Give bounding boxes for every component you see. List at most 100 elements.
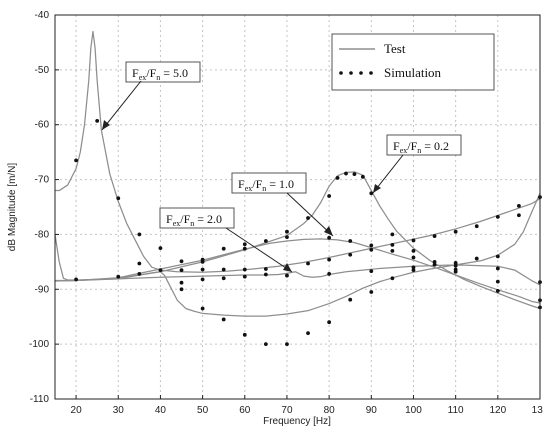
annotation-box <box>231 172 307 194</box>
x-tick-label: 90 <box>366 405 378 416</box>
annotation-label: Fex/Fn = 5.0 <box>132 66 188 82</box>
simulation-point <box>221 276 226 281</box>
simulation-point <box>369 290 374 294</box>
simulation-point <box>263 267 268 271</box>
simulation-point <box>306 261 310 266</box>
legend-dot <box>359 71 363 75</box>
simulation-point <box>411 265 416 270</box>
simulation-point <box>200 306 205 311</box>
annotation-label: Fex/Fn = 0.2 <box>393 139 449 155</box>
simulation-point <box>453 261 458 265</box>
simulation-point <box>327 320 332 325</box>
simulation-point <box>285 273 289 278</box>
annotation-box <box>159 207 235 229</box>
series-layer <box>54 30 541 317</box>
simulation-point <box>432 234 437 238</box>
simulation-point <box>432 259 437 264</box>
y-tick-label: -80 <box>35 229 50 240</box>
simulation-point <box>179 259 184 264</box>
simulation-point <box>495 279 500 284</box>
y-tick-label: -40 <box>35 10 50 21</box>
y-tick-label: -90 <box>35 284 50 295</box>
annotation-fexfn-5: Fex/Fn = 5.0 <box>101 61 201 131</box>
annotation-arrowhead <box>283 263 292 272</box>
y-tick-label: -50 <box>35 65 50 76</box>
legend-frame <box>331 33 495 91</box>
x-tick-label: 130 <box>532 405 543 416</box>
legend-test-label: Test <box>384 41 406 56</box>
simulation-point <box>360 174 365 179</box>
simulation-point <box>327 257 332 262</box>
x-tick-label: 30 <box>113 405 125 416</box>
simulation-point <box>495 214 500 219</box>
simulation-point <box>306 216 310 220</box>
simulation-point <box>179 287 184 292</box>
simulation-point <box>285 235 289 240</box>
simulation-point <box>411 268 416 272</box>
simulation-point <box>327 272 332 276</box>
legend-simulation-label: Simulation <box>384 65 442 80</box>
y-tick-label: -110 <box>30 394 50 405</box>
x-tick-label: 120 <box>489 405 506 416</box>
simulation-point <box>242 332 247 337</box>
simulation-point <box>242 246 247 251</box>
simulation-point <box>74 277 78 282</box>
annotation-arrowhead <box>373 184 381 193</box>
y-tick-label: -70 <box>35 175 50 186</box>
plot-frame <box>54 14 541 400</box>
simulation-point <box>242 242 247 247</box>
simulation-point <box>369 243 374 248</box>
simulation-point <box>242 267 247 272</box>
simulation-point <box>344 171 348 176</box>
y-axis-label: dB Magnitude [m/N] <box>7 163 18 252</box>
y-tick-label: -100 <box>29 339 49 350</box>
annotation-fexfn-02: Fex/Fn = 0.2 <box>372 134 462 194</box>
simulation-point <box>411 255 416 260</box>
simulation-point <box>137 272 142 276</box>
legend-box: Test Simulation <box>331 33 495 91</box>
simulation-point <box>263 342 268 347</box>
simulation-point <box>432 262 437 267</box>
simulation-point <box>352 172 357 176</box>
simulation-point <box>474 256 479 261</box>
simulation-point <box>95 118 100 123</box>
annotation-arrowhead <box>102 120 110 130</box>
simulation-point <box>453 263 458 268</box>
simulation-point <box>495 289 500 293</box>
simulation-point <box>263 239 268 243</box>
simulation-point <box>221 246 226 251</box>
y-tick-label: -60 <box>35 120 50 131</box>
annotation-label: Fex/Fn = 2.0 <box>166 212 222 228</box>
simulation-point <box>369 269 374 274</box>
annotation-arrow-line <box>101 80 142 131</box>
annotation-label: Fex/Fn = 1.0 <box>238 177 294 193</box>
simulation-point <box>348 297 353 302</box>
simulation-point <box>495 266 500 271</box>
simulation-point <box>517 204 521 208</box>
simulation-point <box>116 274 121 279</box>
simulation-point <box>179 268 184 272</box>
simulation-point <box>137 261 142 266</box>
simulation-point <box>390 276 395 281</box>
simulation-point <box>369 247 374 252</box>
annotation-arrow-line <box>286 192 334 237</box>
x-tick-label: 50 <box>197 405 209 416</box>
simulation-point <box>306 331 310 336</box>
annotation-box <box>125 61 201 83</box>
annotation-layer: Fex/Fn = 5.0 Fex/Fn = 0.2 Fex/Fn = 1.0 F… <box>101 61 462 273</box>
test-series-line-4 <box>54 192 541 317</box>
simulation-point <box>158 268 163 272</box>
simulation-point <box>116 196 121 201</box>
test-series-line-2 <box>54 238 541 304</box>
simulation-point <box>285 229 289 234</box>
simulation-point <box>74 158 78 163</box>
legend-dot <box>349 71 353 75</box>
legend-dot <box>339 71 343 75</box>
legend-dot <box>369 71 373 75</box>
simulation-point <box>263 272 268 277</box>
simulation-point <box>335 176 340 180</box>
simulation-point <box>200 277 205 282</box>
simulation-point <box>390 248 395 253</box>
